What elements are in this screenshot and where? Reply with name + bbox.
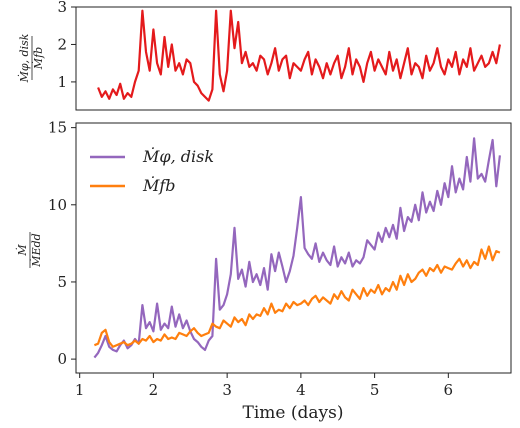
bottom-x-ticks: 1 2 3 4 5 6 [75, 373, 453, 399]
bottom-xtick-label: 1 [75, 381, 85, 399]
bottom-xtick-label: 6 [444, 381, 454, 399]
bottom-ytick-label: 0 [57, 350, 67, 368]
legend-label-mdot-phi-disk: Ṁφ, disk [142, 146, 214, 166]
bottom-xtick-label: 5 [370, 381, 380, 399]
bottom-panel: 0 5 10 15 1 2 3 4 5 6 Ṁφ, disk Ṁfb Ṁ ṀEdd Time (… [15, 119, 512, 423]
top-ytick-label: 2 [57, 35, 67, 53]
bottom-series-line-0 [93, 137, 501, 359]
bottom-xtick-label: 2 [149, 381, 159, 399]
bottom-series-line-1 [93, 245, 501, 348]
top-ytick-label: 3 [57, 0, 67, 16]
top-plot-frame [75, 6, 512, 111]
top-ylabel-numerator: Ṁφ, disk [17, 33, 31, 83]
bottom-y-axis-label: Ṁ ṀEdd [15, 232, 43, 268]
top-ytick-label: 1 [57, 73, 67, 91]
bottom-ylabel-numerator: Ṁ [15, 244, 29, 257]
top-series-line-0 [97, 9, 501, 102]
legend: Ṁφ, disk Ṁfb [90, 146, 214, 195]
bottom-ytick-label: 5 [57, 273, 67, 291]
bottom-xtick-label: 3 [222, 381, 232, 399]
bottom-ytick-label: 10 [48, 196, 67, 214]
top-series-group [97, 9, 501, 102]
legend-label-mdot-fb: Ṁfb [142, 175, 176, 195]
top-y-axis-label: Ṁφ, disk Ṁfb [17, 33, 45, 83]
bottom-xtick-label: 4 [296, 381, 306, 399]
bottom-series-group [93, 137, 501, 359]
top-y-ticks: 1 2 3 [57, 0, 76, 91]
top-panel: 1 2 3 Ṁφ, disk Ṁfb [17, 0, 512, 111]
x-axis-label: Time (days) [243, 403, 344, 423]
bottom-ytick-label: 15 [48, 119, 67, 137]
bottom-y-ticks: 0 5 10 15 [48, 119, 76, 368]
bottom-plot-frame [75, 122, 512, 374]
bottom-ylabel-denominator: ṀEdd [29, 233, 43, 267]
top-ylabel-denominator: Ṁfb [31, 47, 45, 70]
